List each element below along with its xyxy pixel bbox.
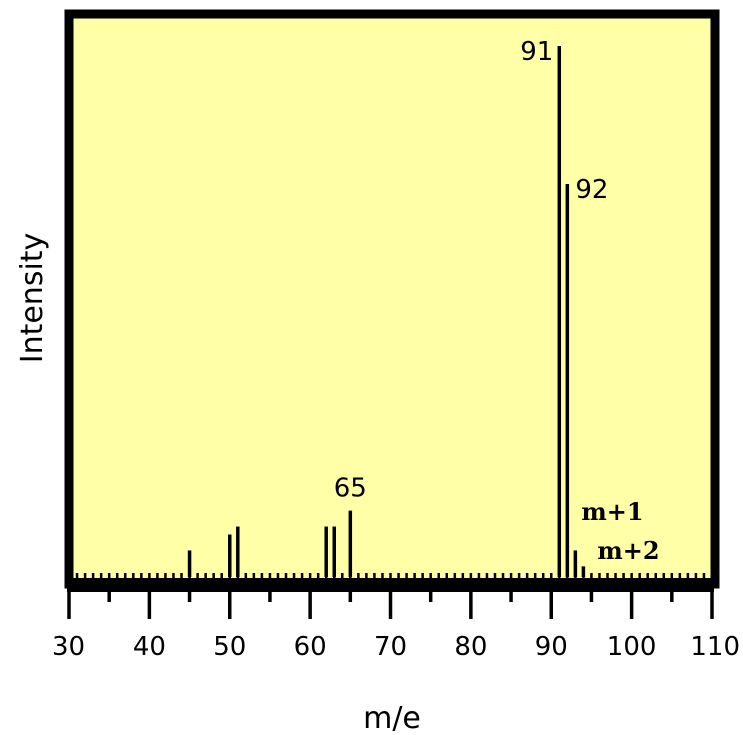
x-tick-label-110: 110 (690, 632, 740, 662)
x-tick-label-30: 30 (52, 632, 85, 662)
annotation-mz-93: m+1 (581, 497, 643, 526)
peak-labels-group: 65 91 92 (334, 37, 609, 504)
peaks-group (187, 46, 586, 577)
x-tick-label-70: 70 (374, 632, 407, 662)
annotations-group: m+1m+2 (581, 497, 659, 565)
x-tick-label-40: 40 (133, 632, 166, 662)
x-tick-label-80: 80 (454, 632, 487, 662)
peak-label-65: 65 (334, 474, 367, 504)
peak-label-92: 92 (575, 175, 608, 205)
x-axis-tick-labels: 30 40 50 60 70 80 90 100 110 (52, 632, 740, 662)
plot-area (64, 9, 720, 589)
x-axis-ticks (67, 590, 714, 619)
peak-label-91: 91 (520, 37, 553, 67)
baseline-minor-ticks (69, 573, 712, 580)
x-tick-label-90: 90 (535, 632, 568, 662)
x-tick-label-100: 100 (607, 632, 657, 662)
annotation-mz-94: m+2 (597, 536, 659, 565)
x-tick-label-50: 50 (213, 632, 246, 662)
x-axis-label: m/e (363, 701, 421, 735)
y-axis-label: Intensity (15, 233, 50, 364)
x-tick-label-60: 60 (294, 632, 327, 662)
